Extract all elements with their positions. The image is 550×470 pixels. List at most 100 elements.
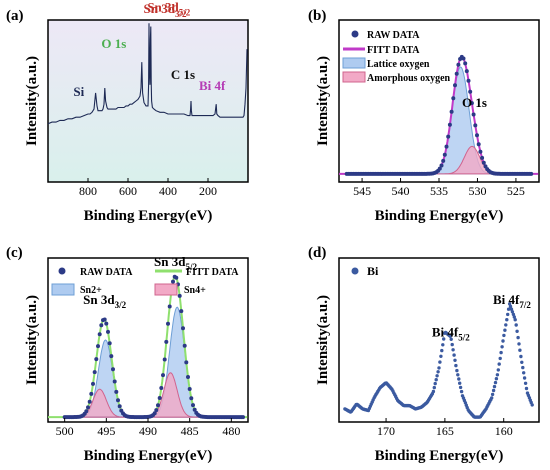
annotation-subscript: 7/2 [519, 300, 531, 310]
raw-data-point [499, 350, 503, 355]
raw-data-point [514, 323, 518, 327]
raw-data-point [92, 370, 97, 375]
raw-data-point [502, 333, 506, 338]
raw-data-point [471, 112, 476, 117]
raw-data-point [156, 403, 160, 408]
panel-d-annotations: Bi 4f5/2Bi 4f7/2 [432, 292, 532, 343]
raw-data-point [492, 384, 497, 389]
panel-b-plot-area [338, 19, 540, 183]
legend-sn2-marker [51, 283, 75, 296]
raw-data-point [111, 367, 115, 372]
x-tick-label: 160 [495, 424, 513, 438]
peak-annotation: Bi 4f7/2 [493, 292, 531, 310]
legend-raw-marker [58, 267, 66, 275]
raw-data-point [468, 89, 473, 94]
raw-data-point [191, 403, 195, 408]
raw-data-point [159, 386, 164, 390]
legend-lattice-label: Lattice oxygen [367, 59, 430, 70]
raw-data-point [511, 312, 516, 317]
raw-data-point [515, 329, 519, 333]
raw-data-point [476, 142, 481, 147]
raw-data-point [453, 358, 457, 362]
legend-sn4-label-text: Sn4+ [184, 285, 206, 296]
raw-data-point [177, 293, 182, 298]
panel-d-series-layer [343, 302, 534, 419]
legend-raw-marker [351, 30, 359, 38]
legend-amorphous-marker [342, 71, 366, 83]
raw-data-point [498, 356, 502, 361]
raw-data-point [490, 396, 494, 400]
raw-data-point [448, 334, 452, 338]
raw-data-point [437, 166, 442, 171]
raw-data-point [441, 158, 446, 163]
raw-data-point [529, 171, 534, 176]
annotation-main: C 1s [171, 67, 195, 82]
annotation-main: Sn 3d [154, 254, 186, 269]
peak-annotation: Bi 4f [199, 78, 226, 93]
x-tick-label: 170 [377, 424, 395, 438]
peak-annotation: Bi 4f5/2 [432, 325, 470, 343]
raw-data-point [453, 83, 457, 88]
x-tick-label: 485 [181, 424, 199, 438]
panel-a-label: (a) [6, 8, 24, 24]
peak-annotation: Si [73, 84, 84, 99]
raw-data-point [181, 326, 185, 331]
raw-data-point [164, 339, 169, 344]
raw-data-point [512, 315, 516, 319]
raw-data-point [162, 357, 167, 362]
raw-data-point [455, 368, 459, 373]
raw-data-point [500, 345, 504, 349]
raw-data-point [507, 302, 512, 306]
raw-data-point [166, 321, 170, 326]
panel-b-o1s-annotation: O 1s [462, 95, 487, 110]
raw-data-point [522, 371, 526, 375]
panel-c-plot-area [47, 257, 249, 423]
raw-data-point [189, 396, 194, 401]
x-tick-label: 540 [392, 184, 410, 198]
raw-data-point [174, 275, 179, 280]
raw-data-point [109, 354, 114, 359]
annotation-main: Bi 4f [432, 325, 459, 340]
x-tick-label: 800 [79, 184, 97, 198]
x-tick-label: 400 [159, 184, 177, 198]
raw-data-point [473, 123, 478, 128]
panel-d-x-ticks: 170 165 160 [377, 418, 513, 438]
raw-data-point [516, 335, 520, 340]
raw-data-point [442, 152, 447, 157]
panel-a-annotations: Sn 3d5/2Sn 3d3/2 O 1s Si C 1s Bi 4f [73, 0, 226, 99]
raw-data-point [469, 101, 474, 106]
peak-annotation: O 1s [101, 36, 126, 51]
raw-data-point [457, 377, 461, 381]
raw-data-point [451, 96, 456, 101]
raw-data-point [432, 385, 436, 390]
panel-a-xlabel: Binding Energy(eV) [84, 208, 213, 224]
raw-data-point [505, 318, 509, 322]
legend-sn4-marker [154, 283, 178, 296]
raw-data-point [442, 337, 446, 341]
raw-data-point [438, 360, 442, 364]
raw-data-point [441, 343, 445, 347]
annotation-main: O 1s [101, 36, 126, 51]
raw-data-point [506, 312, 510, 317]
raw-data-point [437, 366, 441, 370]
raw-data-point [187, 387, 192, 391]
x-tick-label: 530 [468, 184, 486, 198]
raw-data-point [504, 323, 508, 327]
panel-a-series-layer [47, 23, 248, 125]
raw-data-point [179, 309, 184, 314]
legend-raw-label: RAW DATA [367, 30, 420, 41]
raw-data-point [513, 318, 517, 322]
raw-data-point [434, 378, 438, 382]
raw-data-point [475, 133, 479, 138]
raw-data-point [518, 348, 522, 352]
raw-data-point [117, 404, 122, 409]
legend-bi-marker [351, 267, 359, 275]
legend-lattice-marker [342, 57, 366, 69]
legend-fit-label: FITT DATA [186, 267, 239, 278]
raw-data-point [461, 56, 466, 61]
raw-data-point [91, 381, 95, 386]
legend-sn2-label-text: Sn2+ [80, 285, 102, 296]
raw-data-point [510, 310, 515, 314]
raw-data-point [490, 392, 495, 397]
raw-data-point [435, 374, 439, 378]
